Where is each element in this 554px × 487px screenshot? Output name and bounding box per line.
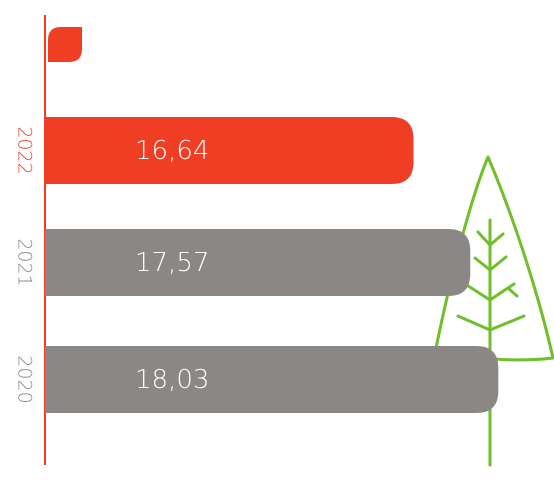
- value-label: 16,64: [135, 136, 209, 166]
- category-label: 2022: [14, 126, 36, 174]
- bar: [45, 346, 499, 413]
- tree-illustration: [434, 155, 554, 467]
- category-label: 2021: [14, 238, 36, 286]
- value-label: 18,03: [135, 365, 209, 395]
- bar: [45, 229, 471, 296]
- category-label: 2020: [14, 355, 36, 403]
- value-label: 17,57: [135, 248, 209, 278]
- marker-tag: [48, 27, 82, 62]
- bar: [45, 117, 414, 184]
